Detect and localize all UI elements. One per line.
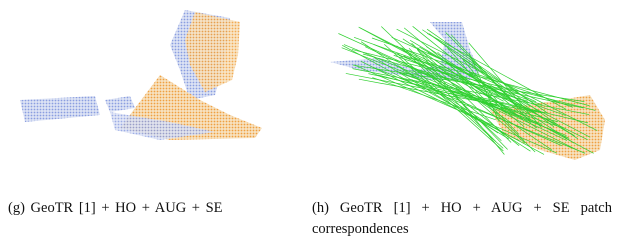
point-cloud-h [330,22,605,160]
point-cloud-g [20,10,262,140]
caption: (g) GeoTR [1] + HO + AUG + SE [8,198,298,219]
figure-images [0,0,627,190]
caption: (h) GeoTR [1] + HO + AUG + SE patch corr… [312,198,612,240]
page: (g) GeoTR [1] + HO + AUG + SE (h) GeoTR … [0,0,627,245]
correspondence-line [360,28,594,154]
